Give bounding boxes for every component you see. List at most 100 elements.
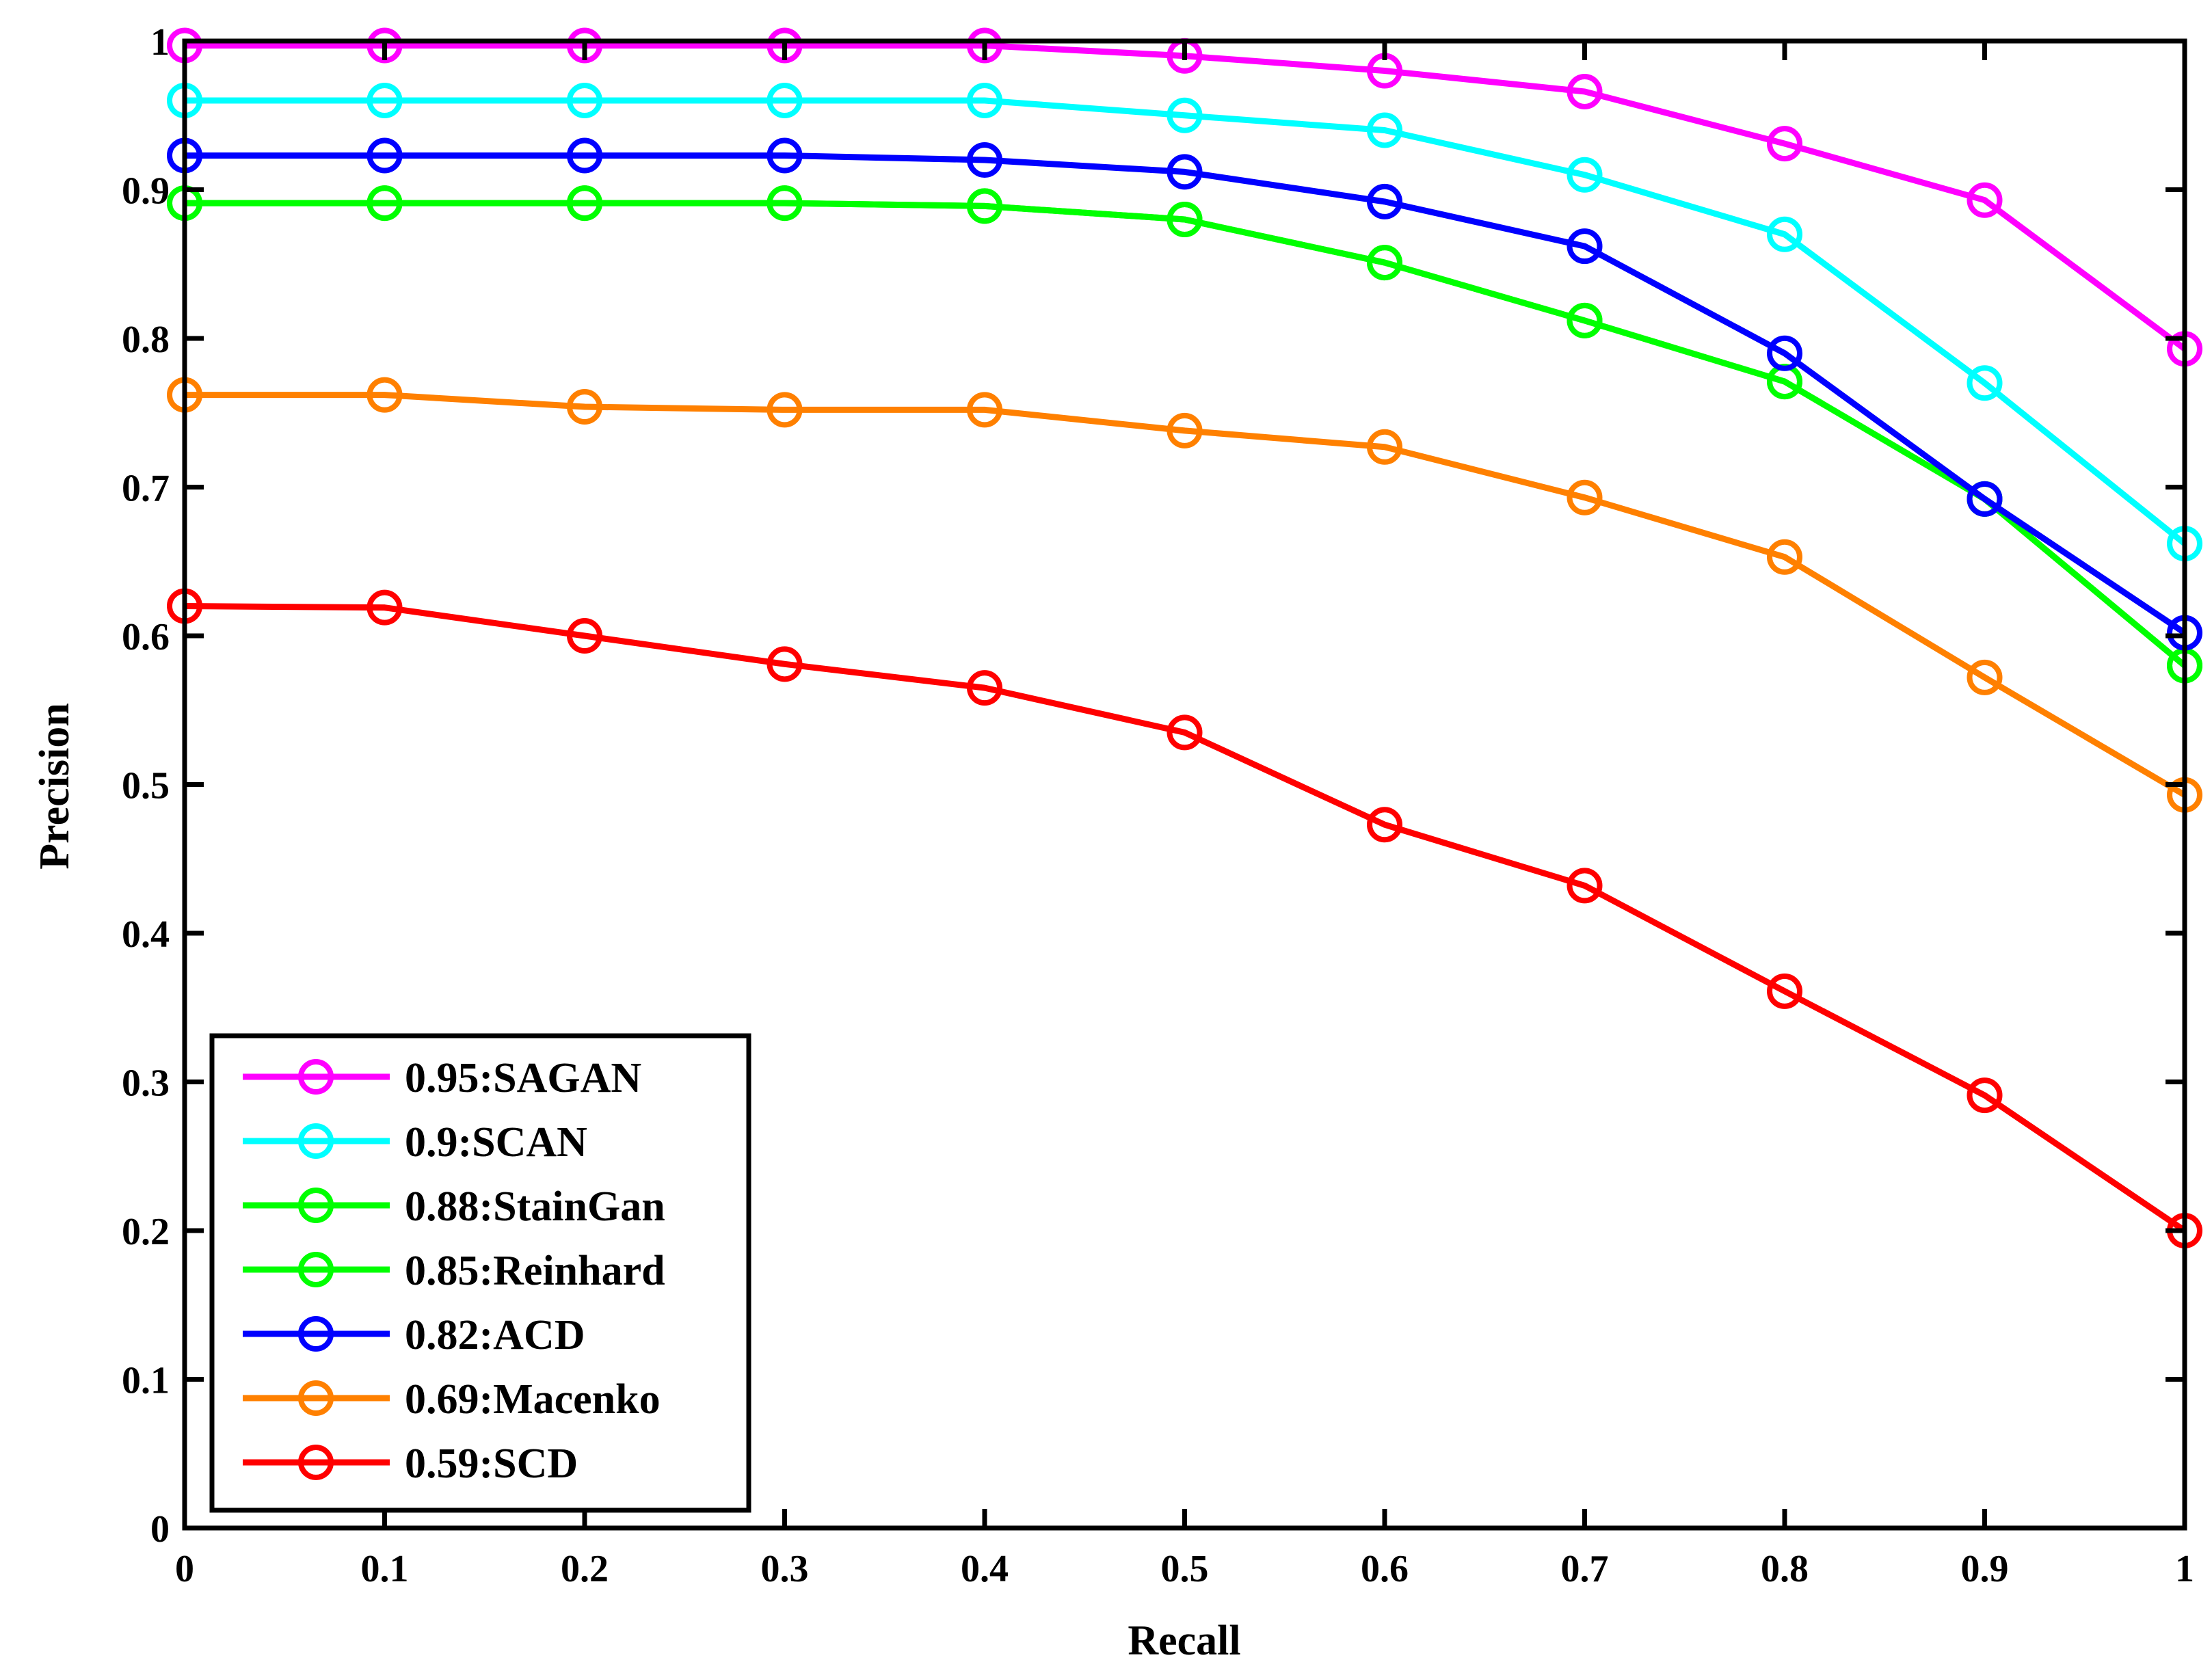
legend-swatch-marker (298, 1380, 334, 1416)
x-tick-label: 0.4 (961, 1548, 1009, 1590)
series-line (185, 200, 2187, 668)
data-point (1567, 157, 1603, 193)
x-tick-label: 0 (175, 1548, 194, 1590)
y-axis-label: Precision (31, 703, 78, 869)
data-point (367, 185, 403, 222)
legend-label: 0.9:SCAN (405, 1119, 587, 1166)
data-point (1367, 807, 1402, 843)
data-point (567, 185, 602, 222)
data-point (767, 392, 803, 428)
legend-item: 0.9:SCAN (243, 1119, 587, 1166)
data-point (1967, 1077, 2003, 1114)
legend-item: 0.85:Reinhard (243, 1248, 665, 1294)
series-line (184, 603, 2187, 1233)
y-tick-label: 0 (150, 1508, 170, 1551)
x-tick-label: 0.9 (1961, 1548, 2009, 1590)
data-point (967, 83, 1002, 118)
data-point (1567, 228, 1603, 265)
y-tick-label: 0.1 (122, 1360, 170, 1402)
data-point (1367, 112, 1402, 148)
data-point (967, 27, 1002, 64)
data-point (1567, 868, 1603, 904)
y-tick-label: 0.9 (122, 170, 170, 213)
x-tick-label: 0.6 (1361, 1548, 1409, 1590)
data-point (1167, 412, 1203, 448)
x-tick-label: 0.8 (1761, 1548, 1809, 1590)
series-line (185, 152, 2187, 636)
data-point (1767, 216, 1802, 252)
legend-label: 0.59:SCD (405, 1440, 578, 1487)
data-point (567, 618, 602, 654)
legend-swatch-marker (298, 1252, 334, 1287)
data-point (1567, 73, 1603, 109)
data-point (367, 137, 403, 174)
x-tick-label: 0.3 (761, 1548, 809, 1590)
data-point (1767, 335, 1802, 371)
data-point (1167, 154, 1203, 190)
y-tick-label: 0.5 (122, 765, 170, 807)
data-point (1967, 481, 2003, 517)
series-acd (167, 137, 2202, 651)
legend: 0.95:SAGAN 0.9:SCAN 0.88:StainGan 0.85:Rein… (209, 1033, 751, 1513)
legend-swatch-marker (298, 1445, 334, 1480)
data-point (1767, 126, 1802, 162)
data-point (767, 185, 803, 222)
data-point (967, 670, 1002, 706)
data-point (1967, 659, 2003, 695)
series-layer (167, 27, 2202, 1248)
series-line (185, 392, 2187, 798)
legend-label: 0.95:SAGAN (405, 1055, 641, 1101)
y-tick-label: 0.4 (122, 913, 170, 956)
data-point (567, 83, 602, 118)
data-point (1567, 302, 1603, 338)
y-tick-label: 1 (150, 21, 170, 64)
data-point (967, 392, 1002, 428)
legend-item: 0.95:SAGAN (243, 1055, 641, 1101)
data-point (1367, 245, 1402, 281)
data-point (767, 83, 803, 118)
y-tick-label: 0.3 (122, 1062, 170, 1105)
legend-swatch-marker (298, 1059, 334, 1095)
series-line (185, 97, 2187, 546)
data-point (567, 137, 602, 174)
legend-swatch-marker (298, 1316, 334, 1352)
data-point (567, 389, 602, 425)
y-tick-label: 0.8 (122, 319, 170, 361)
y-tick-label: 0.7 (122, 468, 170, 510)
axes-layer: 0 0.1 0.2 0.3 0.4 0.5 0.6 0.7 0.8 0.9 100.10.20.30… (122, 21, 2194, 1590)
legend-item: 0.88:StainGan (243, 1183, 665, 1230)
x-tick-label: 0.5 (1161, 1548, 1209, 1590)
y-tick-label: 0.6 (122, 616, 170, 658)
data-point (767, 137, 803, 174)
data-point (567, 27, 602, 64)
data-point (1967, 365, 2003, 401)
legend-swatch-marker (298, 1188, 334, 1223)
data-point (767, 27, 803, 64)
data-point (367, 27, 403, 64)
legend-item: 0.59:SCD (243, 1440, 578, 1487)
data-point (1167, 97, 1203, 133)
data-point (1167, 202, 1203, 237)
x-tick-label: 1 (2175, 1548, 2194, 1590)
legend-item: 0.82:ACD (243, 1312, 585, 1358)
data-point (367, 83, 403, 118)
data-point (767, 646, 803, 682)
series-line (185, 42, 2187, 351)
data-point (1967, 182, 2003, 218)
data-point (1767, 973, 1802, 1009)
data-point (367, 589, 403, 626)
legend-label: 0.69:Macenko (405, 1376, 661, 1423)
x-tick-label: 0.7 (1561, 1548, 1609, 1590)
legend-label: 0.85:Reinhard (405, 1248, 665, 1294)
data-point (1367, 183, 1402, 219)
data-point (1767, 539, 1802, 575)
data-point (367, 377, 403, 413)
x-tick-label: 0.2 (561, 1548, 609, 1590)
data-point (1367, 429, 1402, 465)
x-axis-label: Recall (1128, 1618, 1240, 1664)
legend-swatch-marker (298, 1123, 334, 1159)
legend-label: 0.82:ACD (405, 1312, 585, 1358)
series-line (185, 200, 2187, 668)
legend-label: 0.88:StainGan (405, 1183, 665, 1230)
